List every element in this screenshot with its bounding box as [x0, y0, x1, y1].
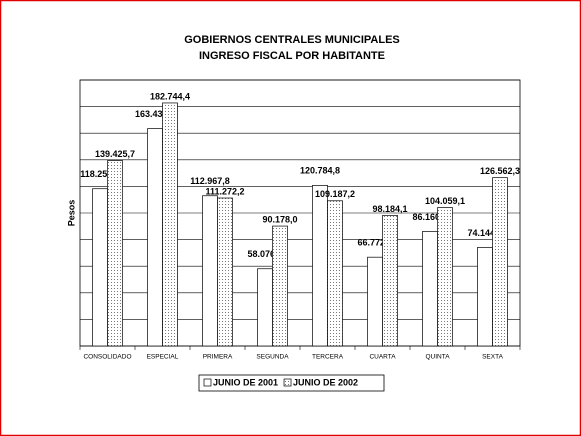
- value-label: 118.251,9: [80, 169, 120, 179]
- chart-title: GOBIERNOS CENTRALES MUNICIPALES: [184, 34, 400, 46]
- value-label: 58.076,0: [247, 249, 282, 259]
- value-label: 163.438,0: [135, 109, 175, 119]
- bar: [327, 200, 343, 347]
- bar: [437, 207, 453, 347]
- bar: [92, 188, 108, 347]
- legend-swatch: [283, 378, 292, 387]
- bar: [162, 102, 178, 347]
- bar: [422, 231, 438, 347]
- value-label: 104.059,1: [425, 196, 465, 206]
- bar: [202, 195, 218, 347]
- bar: [367, 256, 383, 347]
- bar: [477, 247, 493, 347]
- x-tick-label: CUARTA: [369, 354, 396, 361]
- value-label: 112.967,8: [190, 176, 230, 186]
- bar: [217, 197, 233, 347]
- value-label: 66.772,5: [357, 238, 392, 248]
- x-tick-label: ESPECIAL: [147, 354, 179, 361]
- bar: [382, 215, 398, 347]
- bar: [257, 268, 273, 347]
- x-tick-label: TERCERA: [312, 354, 344, 361]
- bar: [272, 225, 288, 347]
- value-label: 90.178,0: [262, 214, 297, 224]
- x-tick-label: QUINTA: [425, 354, 450, 361]
- x-tick-label: CONSOLIDADO: [83, 354, 131, 361]
- value-label: 126.562,3: [480, 166, 520, 176]
- y-axis-label: Pesos: [66, 200, 76, 227]
- value-label: 182.744,4: [150, 91, 190, 101]
- legend-box: [198, 374, 385, 392]
- bar: [492, 177, 508, 347]
- legend-label: JUNIO DE 2001: [213, 377, 278, 387]
- value-label: 139.425,7: [95, 149, 135, 159]
- x-tick-label: SEGUNDA: [256, 354, 289, 361]
- value-label: 109.187,2: [315, 189, 355, 199]
- bar: [107, 160, 123, 347]
- value-label: 98.184,1: [372, 204, 407, 214]
- value-label: 120.784,8: [300, 166, 340, 176]
- value-label: 86.160,7: [412, 212, 447, 222]
- legend-swatch: [203, 378, 212, 387]
- value-label: 111.272,2: [205, 186, 244, 196]
- legend-label: JUNIO DE 2002: [293, 377, 358, 387]
- x-tick-label: PRIMERA: [203, 354, 233, 361]
- bar: [147, 128, 163, 347]
- bar: [312, 185, 328, 347]
- value-label: 74.144,9: [467, 228, 502, 238]
- chart-subtitle: INGRESO FISCAL POR HABITANTE: [199, 50, 385, 62]
- x-tick-label: SEXTA: [482, 354, 503, 361]
